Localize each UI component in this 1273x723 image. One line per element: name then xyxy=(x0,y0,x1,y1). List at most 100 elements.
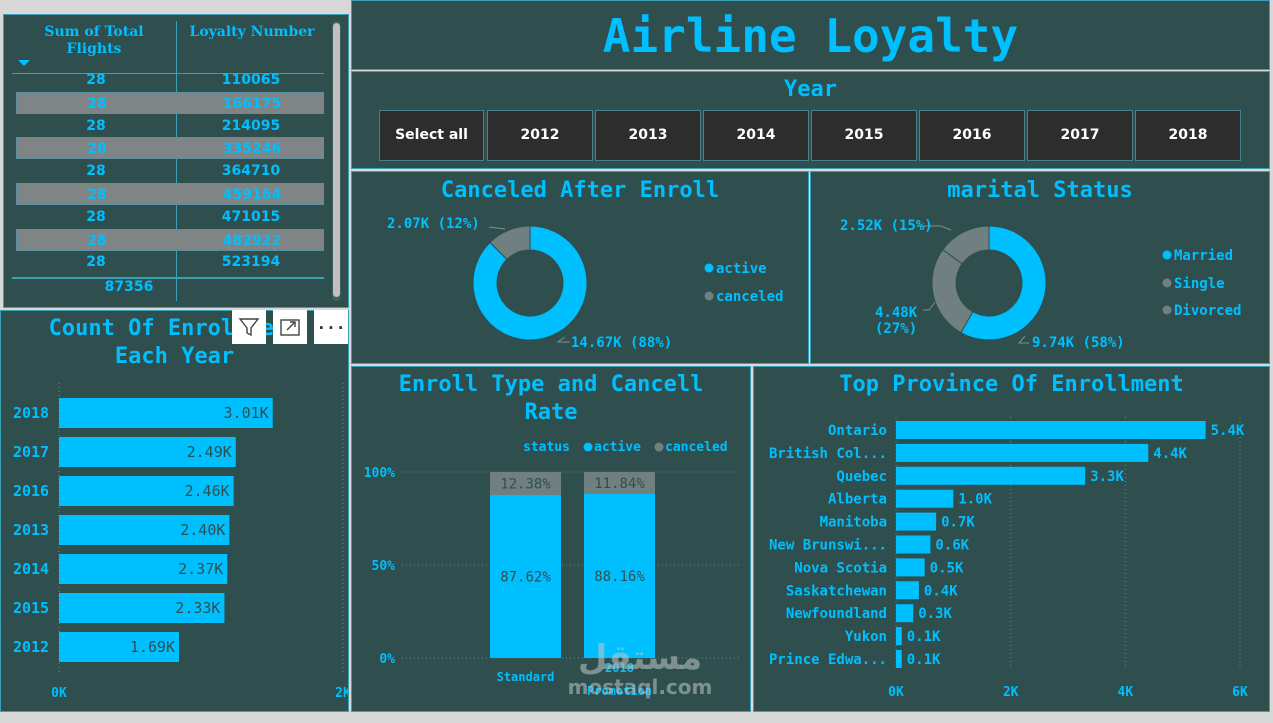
table-header-loyalty[interactable]: Loyalty Number xyxy=(189,24,315,40)
data-label: 0.7K xyxy=(941,515,975,531)
category-label: 2018 xyxy=(13,404,49,422)
legend-item-canceled: canceled xyxy=(716,289,783,305)
slice-married xyxy=(960,225,1047,341)
enroll-type-panel: Enroll Type and Cancell Rate status activ… xyxy=(351,366,751,712)
sort-desc-icon[interactable] xyxy=(18,60,30,66)
leader-line-active xyxy=(556,336,570,343)
bar-active xyxy=(584,494,655,658)
cell-loyalty-number: 214095 xyxy=(221,117,281,134)
data-label: 2.37K xyxy=(178,560,223,578)
canceled-donut-chart: 14.67K (88%) 2.07K (12%) active canceled xyxy=(387,216,783,351)
table-row[interactable]: 28 166175 xyxy=(16,91,324,114)
legend-marker-active xyxy=(704,263,714,273)
cell-total-flights: 28 xyxy=(87,232,107,249)
data-label: 3.3K xyxy=(1090,469,1124,485)
table-header-flights[interactable]: Sum of Total Flights xyxy=(44,24,144,57)
bar xyxy=(896,627,902,646)
province-bar-chart: 0K 2K 4K 6K Ontario 5.4K British Col... 4.4K Que… xyxy=(769,417,1248,700)
data-label-canceled: 12.38% xyxy=(500,477,551,493)
data-label: 2.33K xyxy=(175,599,220,617)
year-button-2015[interactable]: 2015 xyxy=(811,110,917,161)
year-button-2017[interactable]: 2017 xyxy=(1027,110,1133,161)
x-tick-label: 0K xyxy=(51,686,67,701)
table-scrollbar[interactable] xyxy=(332,21,341,301)
table-row[interactable]: 28 110065 xyxy=(16,69,324,91)
focus-mode-icon[interactable] xyxy=(273,310,307,344)
bar-canceled xyxy=(584,472,655,495)
bar xyxy=(896,466,1086,485)
leader-line-canceled xyxy=(488,226,506,230)
bar xyxy=(896,604,914,623)
slice-single xyxy=(931,248,974,334)
data-label: 2.49K xyxy=(187,443,232,461)
year-button-2016[interactable]: 2016 xyxy=(919,110,1025,161)
table-column-divider xyxy=(176,21,177,301)
scrollbar-thumb[interactable] xyxy=(333,23,340,297)
data-label-canceled: 2.07K (12%) xyxy=(387,216,480,232)
category-label: Standard xyxy=(497,670,555,684)
data-label-active: 88.16% xyxy=(594,569,645,585)
table-row[interactable]: 28 214095 xyxy=(16,115,324,137)
cell-total-flights: 28 xyxy=(87,141,107,158)
year-button-2014[interactable]: 2014 xyxy=(703,110,809,161)
legend-item-married: Married xyxy=(1174,248,1233,264)
table-row[interactable]: 28 482922 xyxy=(16,228,324,251)
marital-title: marital Status xyxy=(947,178,1133,203)
bar xyxy=(896,443,1149,462)
leader-line-single xyxy=(923,301,936,311)
category-label: 2014 xyxy=(13,560,49,578)
province-title: Top Province Of Enrollment xyxy=(839,372,1184,397)
canceled-title: Canceled After Enroll xyxy=(440,178,720,203)
year-button-2018[interactable]: 2018 xyxy=(1135,110,1241,161)
bar xyxy=(896,581,919,600)
data-label: 0.6K xyxy=(935,538,969,554)
table-row[interactable]: 28 523194 xyxy=(16,251,324,273)
cell-loyalty-number: 335246 xyxy=(222,141,282,158)
cell-total-flights: 28 xyxy=(86,72,106,88)
marital-donut-chart: 9.74K (58%) 4.48K (27%) 2.52K (15%) Married S… xyxy=(840,218,1241,351)
bar xyxy=(896,489,954,508)
data-label: 1.0K xyxy=(958,492,992,508)
cell-loyalty-number: 459164 xyxy=(222,187,282,203)
legend-marker-divorced xyxy=(1162,305,1172,315)
category-label: 2017 xyxy=(13,443,49,461)
data-label-married: 9.74K (58%) xyxy=(1032,335,1125,351)
bar xyxy=(59,593,225,623)
year-button-2012[interactable]: 2012 xyxy=(487,110,593,161)
year-button-2013[interactable]: 2013 xyxy=(595,110,701,161)
table-row[interactable]: 28 471015 xyxy=(16,206,324,228)
table-row[interactable]: 28 335246 xyxy=(16,137,324,160)
category-label: Yukon xyxy=(845,629,887,645)
year-button-select-all[interactable]: Select all xyxy=(379,110,484,161)
legend-item-canceled: canceled xyxy=(665,440,728,455)
bar xyxy=(896,512,937,531)
legend-item-active: active xyxy=(716,261,767,277)
data-label: 0.4K xyxy=(924,583,958,599)
legend-marker-married xyxy=(1162,250,1172,260)
leader-line-divorced xyxy=(917,225,952,231)
table-row[interactable]: 28 364710 xyxy=(16,160,324,182)
data-label-active: 14.67K (88%) xyxy=(571,335,672,351)
cell-total-flights: 28 xyxy=(86,117,106,134)
enroll-year-bar-chart: 0K 2K 2018 3.01K 2017 2.49K 2016 2.46K 2013 2.40K… xyxy=(13,383,348,701)
category-label: 2012 xyxy=(13,638,49,656)
filter-icon[interactable] xyxy=(232,310,266,344)
table-row[interactable]: 28 459164 xyxy=(16,183,324,205)
data-label: 0.1K xyxy=(907,629,941,645)
table-total-divider xyxy=(12,277,324,279)
bar-canceled xyxy=(490,472,561,496)
province-panel: Top Province Of Enrollment 0K 2K 4K 6K Ontar… xyxy=(753,366,1270,712)
x-tick-label: 0K xyxy=(888,685,904,700)
cell-loyalty-number: 482922 xyxy=(222,232,282,249)
bar xyxy=(59,632,179,662)
bar-active xyxy=(490,495,561,658)
category-label: Manitoba xyxy=(820,515,887,531)
legend-marker-canceled xyxy=(704,291,714,301)
leader-line-married xyxy=(1017,335,1029,344)
more-options-icon[interactable]: ··· xyxy=(314,310,348,344)
bar xyxy=(59,554,228,584)
data-label: 0.3K xyxy=(918,606,952,622)
category-label: Ontario xyxy=(828,423,887,439)
x-tick-label: 4K xyxy=(1118,685,1134,700)
data-label: 2.40K xyxy=(180,521,225,539)
